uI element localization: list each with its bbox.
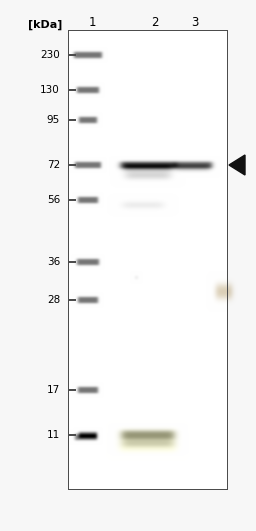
Text: 28: 28 bbox=[47, 295, 60, 305]
Text: 95: 95 bbox=[47, 115, 60, 125]
Text: 130: 130 bbox=[40, 85, 60, 95]
Text: 17: 17 bbox=[47, 385, 60, 395]
Text: 2: 2 bbox=[151, 15, 159, 29]
Text: 56: 56 bbox=[47, 195, 60, 205]
Polygon shape bbox=[229, 155, 245, 175]
Text: [kDa]: [kDa] bbox=[28, 20, 62, 30]
Text: 11: 11 bbox=[47, 430, 60, 440]
Text: 36: 36 bbox=[47, 257, 60, 267]
Text: 3: 3 bbox=[191, 15, 199, 29]
Text: 1: 1 bbox=[88, 15, 96, 29]
Text: 72: 72 bbox=[47, 160, 60, 170]
Text: 230: 230 bbox=[40, 50, 60, 60]
